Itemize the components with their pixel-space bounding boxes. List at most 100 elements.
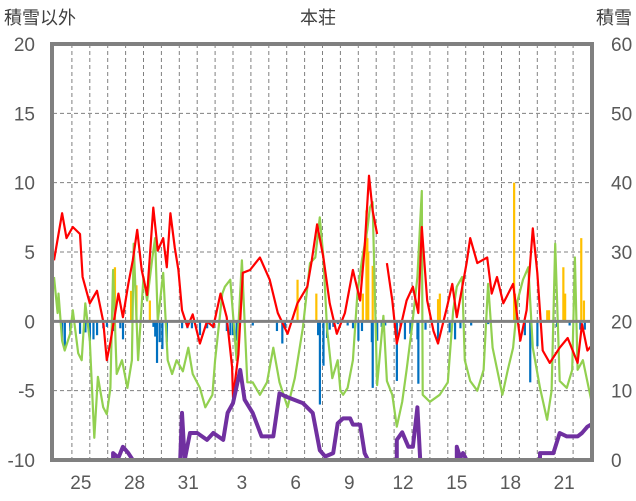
red-line xyxy=(52,174,592,399)
yellow-bar xyxy=(371,265,374,322)
blue-bar xyxy=(206,321,209,329)
x-tick-label: 6 xyxy=(290,473,301,494)
yellow-bar xyxy=(562,267,565,322)
x-tick-label: 9 xyxy=(344,473,355,494)
blue-bar xyxy=(155,321,159,363)
blue-bar xyxy=(523,321,526,336)
yellow-bar xyxy=(436,299,440,322)
blue-bar xyxy=(453,321,457,340)
right-tick-label: 40 xyxy=(611,174,632,195)
blue-bar xyxy=(317,321,320,336)
blue-bar xyxy=(322,321,325,366)
blue-bar xyxy=(346,321,349,326)
blue-bar xyxy=(190,321,194,329)
right-tick-label: 50 xyxy=(611,104,632,125)
blue-bar xyxy=(281,321,284,344)
blue-bar xyxy=(417,321,420,384)
blue-bar xyxy=(152,321,155,327)
blue-bar xyxy=(376,321,379,341)
yellow-bar xyxy=(582,300,586,322)
blue-bar xyxy=(360,321,364,332)
yellow-bar xyxy=(438,293,441,322)
blue-bar xyxy=(384,321,387,326)
left-tick-label: 20 xyxy=(14,35,35,56)
blue-bar xyxy=(318,321,322,405)
right-tick-label: 30 xyxy=(611,243,632,264)
blue-bar xyxy=(328,321,331,330)
blue-bar xyxy=(78,321,82,334)
blue-bar xyxy=(84,321,87,333)
right-tick-label: 10 xyxy=(611,382,632,403)
left-axis-title: 積雪以外 xyxy=(4,8,76,29)
yellow-bar xyxy=(129,290,133,322)
blue-bar xyxy=(180,321,184,329)
blue-bar xyxy=(92,321,95,340)
blue-bar xyxy=(229,321,232,336)
blue-bar xyxy=(403,321,407,340)
blue-bar xyxy=(351,321,355,329)
left-tick-label: -10 xyxy=(8,451,35,472)
blue-bar xyxy=(579,321,582,330)
x-tick-label: 21 xyxy=(554,473,575,494)
x-tick-label: 18 xyxy=(500,473,521,494)
plot-frame xyxy=(50,42,594,462)
blue-bar xyxy=(119,321,122,329)
right-tick-label: 0 xyxy=(611,451,622,472)
yellow-bar xyxy=(580,238,583,322)
blue-bar xyxy=(568,321,571,326)
blue-bar xyxy=(158,321,161,343)
snow-depth-line xyxy=(54,367,593,462)
left-tick-label: -5 xyxy=(18,382,35,403)
yellow-bar xyxy=(547,310,551,322)
blue-bar xyxy=(235,321,238,341)
blue-bar xyxy=(121,321,125,340)
blue-bar xyxy=(88,321,91,341)
left-tick-label: 0 xyxy=(24,312,35,333)
x-tick-label: 3 xyxy=(237,473,248,494)
blue-bar xyxy=(198,321,202,336)
blue-bar xyxy=(529,321,532,383)
x-tick-label: 31 xyxy=(178,473,199,494)
blue-bar xyxy=(459,321,462,329)
yellow-bar xyxy=(296,279,299,322)
blue-bar xyxy=(275,321,279,332)
blue-bar xyxy=(357,321,360,341)
yellow-bar xyxy=(513,182,516,322)
axes xyxy=(50,42,594,462)
yellow-bar xyxy=(315,293,318,322)
blue-bar xyxy=(95,321,99,336)
blue-bar xyxy=(424,321,427,330)
blue-bar xyxy=(283,321,287,329)
gridlines xyxy=(53,44,591,460)
x-tick-label: 12 xyxy=(392,473,413,494)
right-tick-label: 20 xyxy=(611,312,632,333)
blue-bar xyxy=(436,321,440,344)
yellow-bar xyxy=(367,252,370,322)
x-tick-label: 28 xyxy=(124,473,145,494)
blue-bar xyxy=(251,321,254,326)
x-tick-label: 25 xyxy=(70,473,91,494)
blue-bar xyxy=(583,321,586,330)
yellow-bar xyxy=(564,293,567,322)
blue-bar xyxy=(536,321,539,347)
green-line xyxy=(52,189,593,439)
left-tick-label: 15 xyxy=(14,104,35,125)
left-tick-label: 5 xyxy=(24,243,35,264)
yellow-bar xyxy=(546,310,549,322)
chart-title: 本荘 xyxy=(300,8,336,29)
right-axis-title: 積雪 xyxy=(596,8,632,29)
blue-bar xyxy=(332,321,335,327)
blue-bar xyxy=(63,321,66,350)
blue-bar xyxy=(395,321,398,381)
blue-bar xyxy=(105,321,109,327)
blue-bar xyxy=(409,321,412,334)
line-series xyxy=(52,174,593,462)
blue-bar xyxy=(371,321,374,388)
left-tick-label: 10 xyxy=(14,174,35,195)
blue-bar xyxy=(161,321,164,350)
x-tick-label: 15 xyxy=(446,473,467,494)
yellow-bar xyxy=(361,293,364,322)
blue-bar xyxy=(154,321,157,337)
